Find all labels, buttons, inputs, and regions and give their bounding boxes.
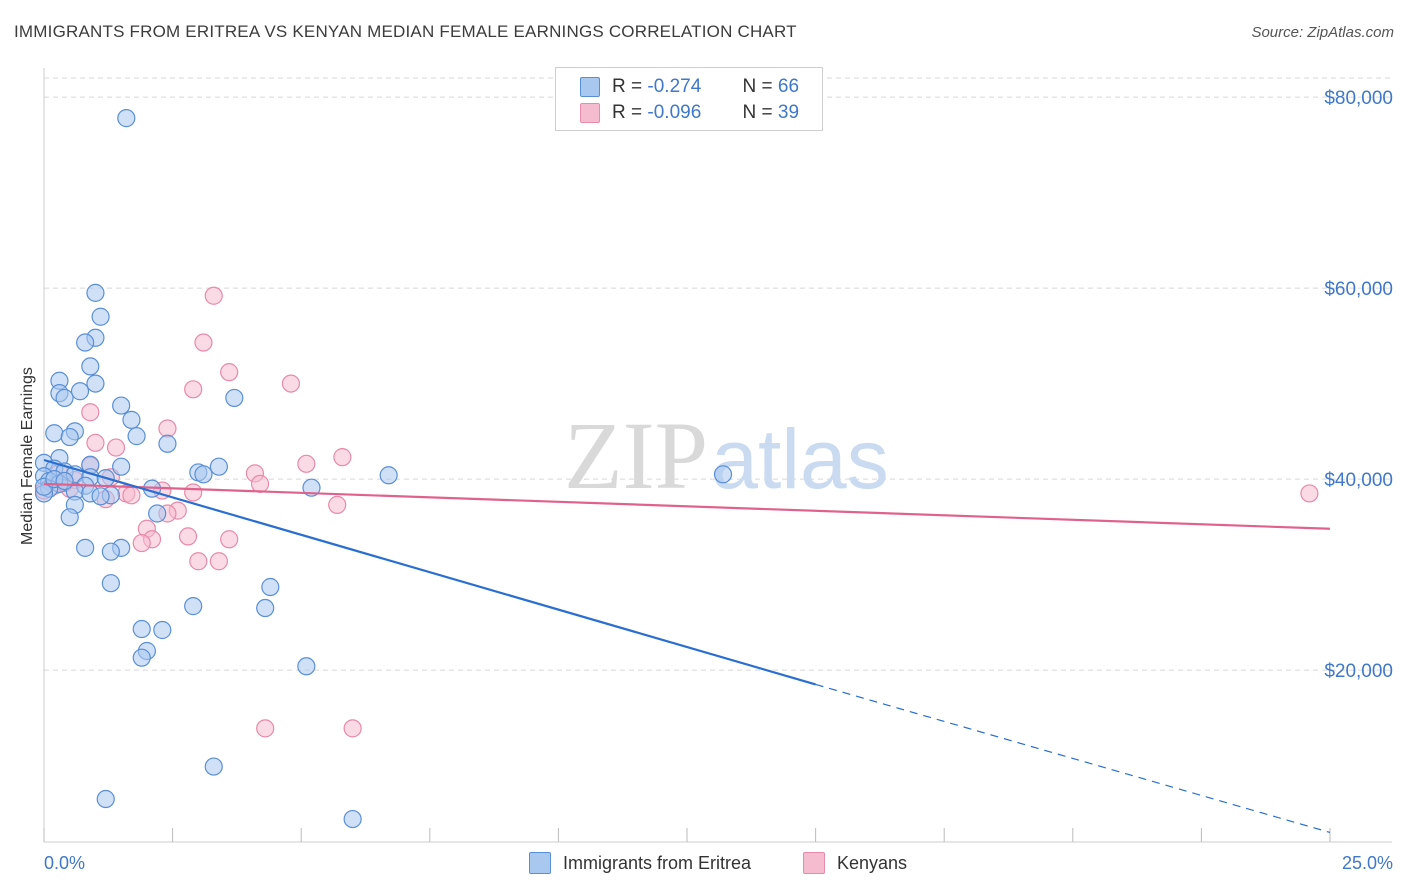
legend-n-value: 66 [777,76,800,97]
correlation-legend: R = -0.274 N = 66 R = -0.096 N = 39 [555,67,823,131]
trend-lines [43,458,1331,834]
eritrea-point [60,427,79,447]
eritrea-point [184,597,203,616]
kenyans-point [158,419,177,438]
eritrea-point [91,307,110,326]
eritrea-point [101,574,120,593]
kenyans-point [281,374,301,393]
y-tick-label: $80,000 [1324,88,1393,109]
y-tick-label: $60,000 [1324,279,1393,300]
y-tick-label: $20,000 [1324,661,1393,682]
kenyans-points [34,286,1319,738]
kenyans-point [194,333,213,352]
tick-labels: $20,000 $40,000 $60,000 $80,000 0.0% 25.0% [44,88,1393,873]
x-tick-label: 0.0% [44,853,85,873]
legend-n-label: N = [742,102,773,123]
eritrea-point [91,487,110,506]
eritrea-point [55,388,74,408]
kenyans-point [178,527,198,546]
eritrea-point [297,657,316,676]
legend-swatch-kenyans [580,103,600,123]
kenyans-point [132,533,151,553]
kenyans-point [189,552,208,571]
x-tick-label: 25.0% [1342,853,1393,873]
eritrea-point [343,809,362,829]
series-legend: Immigrants from Eritrea Kenyans [0,852,1406,876]
eritrea-point [132,619,151,639]
legend-swatch-eritrea [580,77,600,97]
kenyans-point [106,438,126,457]
kenyans-point [184,483,203,502]
legend-n-value: 39 [777,102,800,123]
eritrea-point [302,478,321,497]
kenyans-point [297,454,316,473]
kenyans-point [86,433,105,452]
eritrea-point [81,357,100,376]
y-tick-label: $40,000 [1324,470,1393,491]
legend-row-kenyans: R = -0.096 N = 39 [580,100,799,126]
legend-n-label: N = [742,76,773,97]
eritrea-point [132,648,151,667]
eritrea-point [70,382,90,401]
kenyans-point [220,530,239,549]
legend-row-eritrea: R = -0.274 N = 66 [580,74,799,100]
eritrea-trend-line [43,458,816,686]
eritrea-point [96,789,115,809]
eritrea-point [379,466,398,485]
eritrea-point [55,471,74,491]
eritrea-point [209,457,228,476]
eritrea-point [153,620,172,640]
legend-label-eritrea: Immigrants from Eritrea [563,852,752,873]
eritrea-trend-extension [815,683,1331,834]
eritrea-point [101,542,120,561]
legend-item-eritrea[interactable]: Immigrants from Eritrea [529,852,751,874]
eritrea-point [256,598,275,618]
legend-swatch-kenyans [803,852,825,874]
eritrea-point [194,465,213,484]
eritrea-point [713,465,733,484]
kenyans-point [1300,484,1319,503]
legend-swatch-eritrea [529,852,551,874]
kenyans-point [81,403,100,422]
kenyans-point [220,363,239,382]
legend-r-label: R = [612,102,643,123]
kenyans-point [343,719,362,738]
legend-r-label: R = [612,76,643,97]
kenyans-trend-line [43,482,1331,530]
kenyans-point [256,719,275,738]
gridlines [44,77,1392,671]
kenyans-point [204,286,223,305]
chart-title: IMMIGRANTS FROM ERITREA VS KENYAN MEDIAN… [14,22,797,41]
eritrea-point [60,508,79,527]
eritrea-point [127,427,146,446]
legend-item-kenyans[interactable]: Kenyans [803,852,907,874]
eritrea-point [76,333,95,352]
eritrea-point [225,388,244,408]
eritrea-point [86,283,105,302]
eritrea-point [148,504,167,523]
eritrea-point [86,374,105,393]
kenyans-point [122,486,141,505]
eritrea-point [112,457,131,476]
legend-r-value: -0.274 [647,76,702,97]
watermark-atlas: atlas [711,412,888,506]
eritrea-point [112,396,131,415]
eritrea-point [76,538,95,557]
kenyans-point [250,474,270,493]
legend-label-kenyans: Kenyans [837,852,908,873]
watermark-zip: ZIP [564,402,708,509]
kenyans-point [209,552,228,571]
eritrea-point [117,109,136,128]
legend-r-value: -0.096 [647,102,702,123]
eritrea-point [45,424,64,443]
kenyans-point [328,495,347,514]
eritrea-point [158,434,177,453]
eritrea-point [261,577,280,597]
eritrea-point [204,757,223,776]
eritrea-point [122,410,141,429]
kenyans-point [184,380,203,399]
kenyans-point [333,448,352,467]
source-credit: Source: ZipAtlas.com [1251,24,1394,41]
